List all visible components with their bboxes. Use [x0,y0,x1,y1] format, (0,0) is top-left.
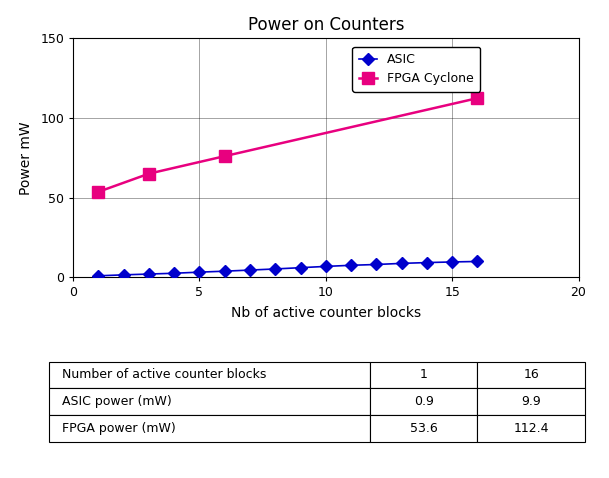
FPGA Cyclone [474,95,481,101]
ASIC [398,261,406,266]
ASIC [94,273,102,279]
Title: Power on Counters: Power on Counters [248,16,404,34]
Line: FPGA Cyclone: FPGA Cyclone [92,92,484,198]
ASIC [373,261,380,267]
ASIC [474,259,481,264]
ASIC [171,271,178,276]
ASIC [297,265,304,271]
ASIC [347,262,354,268]
X-axis label: Nb of active counter blocks: Nb of active counter blocks [231,306,421,320]
ASIC [246,267,253,273]
FPGA Cyclone [145,171,152,176]
ASIC [448,259,456,265]
FPGA Cyclone [94,189,102,195]
ASIC [322,263,329,269]
ASIC [221,268,228,274]
ASIC [272,266,279,272]
Line: ASIC: ASIC [94,257,482,280]
ASIC [423,260,431,265]
ASIC [145,271,152,277]
Legend: ASIC, FPGA Cyclone: ASIC, FPGA Cyclone [352,47,481,92]
Y-axis label: Power mW: Power mW [19,121,33,195]
ASIC [195,269,203,275]
ASIC [120,272,127,278]
FPGA Cyclone [221,153,228,159]
